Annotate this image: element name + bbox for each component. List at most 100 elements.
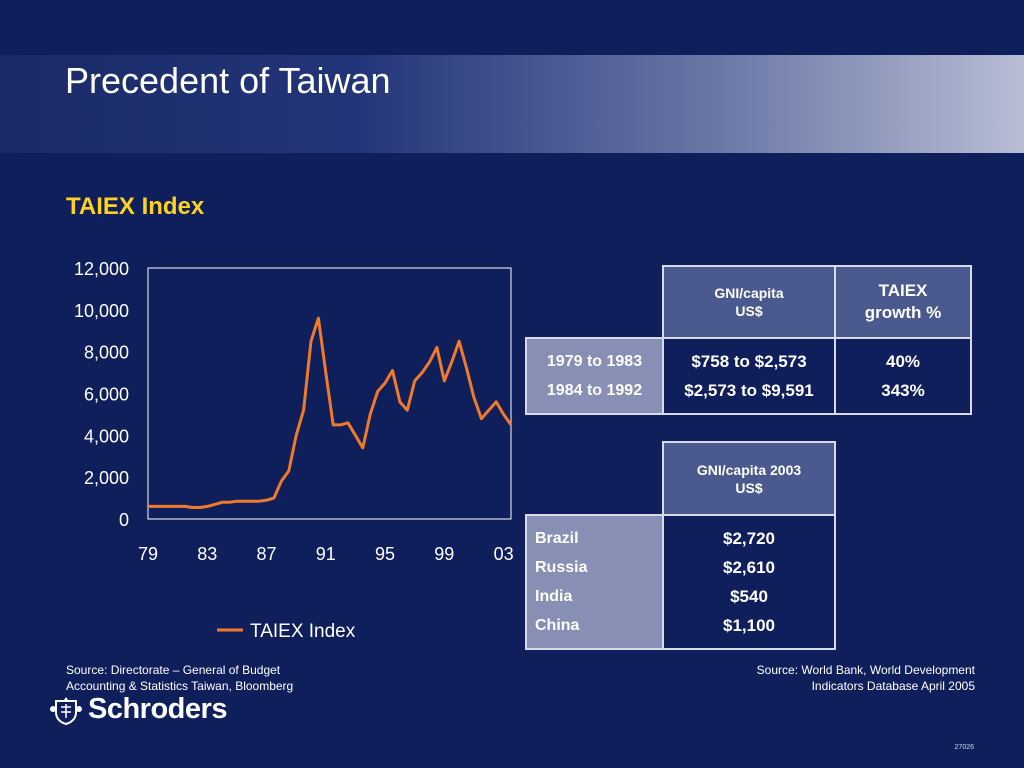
data-point xyxy=(376,390,379,393)
x-tick-label: 99 xyxy=(434,544,454,564)
data-point xyxy=(428,360,431,364)
gni-header-line1: GNI/capita xyxy=(714,285,784,301)
data-point xyxy=(509,423,513,427)
y-tick-label: 4,000 xyxy=(84,426,129,446)
gni-2003-header-line2: US$ xyxy=(735,479,763,496)
data-point xyxy=(235,500,239,503)
gni-value: $2,573 to $9,591 xyxy=(684,381,814,400)
gni-growth-table: GNI/capita US$ TAIEX growth % 1979 to 19… xyxy=(525,265,972,415)
data-point xyxy=(354,434,357,437)
data-point xyxy=(346,421,350,424)
country-gni-value: $2,720 xyxy=(723,529,775,548)
country-column: Brazil Russia India China xyxy=(525,514,664,650)
period-label: 1984 to 1992 xyxy=(546,382,643,399)
data-point xyxy=(443,379,446,383)
y-tick-label: 10,000 xyxy=(74,301,129,321)
x-tick-label: 03 xyxy=(494,544,514,564)
country-value-column: $2,720 $2,610 $540 $1,100 xyxy=(662,514,836,650)
data-point xyxy=(324,371,327,374)
y-tick-label: 2,000 xyxy=(84,468,129,488)
data-point xyxy=(480,417,483,420)
data-point xyxy=(339,423,342,427)
taiex-header-line1: TAIEX xyxy=(878,281,928,300)
data-point xyxy=(435,346,439,349)
x-tick-label: 95 xyxy=(375,544,395,564)
source-note-left: Source: Directorate – General of Budget … xyxy=(66,662,293,694)
source-right-line1: Source: World Bank, World Development xyxy=(756,663,975,677)
data-point xyxy=(295,434,298,437)
data-point xyxy=(280,480,283,483)
y-tick-label: 0 xyxy=(119,510,129,530)
data-point xyxy=(146,505,150,508)
crest-icon xyxy=(50,696,82,725)
gni-header-line2: US$ xyxy=(735,303,763,319)
plot-frame xyxy=(147,267,512,520)
chart-subtitle: TAIEX Index xyxy=(66,193,205,220)
empty-header-cell xyxy=(526,266,663,338)
period-column: 1979 to 1983 1984 to 1992 xyxy=(525,337,664,415)
data-point xyxy=(413,379,416,383)
taiex-growth-header: TAIEX growth % xyxy=(834,265,972,339)
data-point xyxy=(398,400,402,404)
data-point xyxy=(406,409,409,412)
logo-wordmark: Schroders xyxy=(88,693,227,725)
series-line xyxy=(148,316,513,509)
data-point xyxy=(369,413,372,416)
data-point xyxy=(272,496,276,500)
data-point xyxy=(465,367,468,370)
y-tick-label: 6,000 xyxy=(84,385,129,405)
data-point xyxy=(265,499,268,502)
country-label: China xyxy=(535,617,580,634)
data-point xyxy=(220,501,224,504)
data-point xyxy=(213,503,216,506)
data-point xyxy=(502,413,505,416)
data-point xyxy=(198,506,202,509)
data-point xyxy=(317,317,320,320)
gni-column: $758 to $2,573 $2,573 to $9,591 xyxy=(662,337,836,415)
data-point xyxy=(309,340,313,343)
data-point xyxy=(206,505,209,508)
x-tick-label: 79 xyxy=(138,544,158,564)
y-tick-label: 12,000 xyxy=(74,259,129,279)
taiex-line-chart: 0 2,000 4,000 6,000 8,000 10,000 12,000 79 83 87 9… xyxy=(74,259,514,642)
data-point xyxy=(169,505,172,508)
country-gni-value: $540 xyxy=(730,587,768,606)
data-point xyxy=(183,505,187,508)
data-point xyxy=(176,505,179,508)
slide-code: 27026 xyxy=(954,744,974,751)
data-point xyxy=(383,381,387,385)
data-point xyxy=(191,506,194,509)
data-point xyxy=(332,423,335,427)
legend-label: TAIEX Index xyxy=(250,621,356,642)
country-label: India xyxy=(535,588,573,605)
period-label: 1979 to 1983 xyxy=(546,353,643,370)
taiex-header-line2: growth % xyxy=(864,303,942,322)
data-point xyxy=(450,360,453,364)
data-point xyxy=(228,501,231,504)
source-left-line1: Source: Directorate – General of Budget xyxy=(66,663,281,677)
data-point xyxy=(154,505,157,508)
schroders-logo: Schroders xyxy=(50,693,227,726)
country-gni-value: $1,100 xyxy=(723,616,775,635)
data-point xyxy=(420,371,424,374)
data-point xyxy=(161,505,164,508)
source-note-right: Source: World Bank, World Development In… xyxy=(757,662,975,694)
source-right-line2: Indicators Database April 2005 xyxy=(811,679,975,693)
country-gni-value: $2,610 xyxy=(723,558,775,577)
country-label: Russia xyxy=(535,559,588,576)
data-point xyxy=(287,469,290,473)
y-tick-label: 8,000 xyxy=(84,343,129,363)
growth-value: 343% xyxy=(881,381,925,400)
data-point xyxy=(472,396,476,399)
data-point xyxy=(457,340,461,343)
gni-value: $758 to $2,573 xyxy=(691,352,807,371)
growth-column: 40% 343% xyxy=(834,337,972,415)
x-tick-label: 83 xyxy=(197,544,217,564)
data-point xyxy=(391,369,394,372)
country-label: Brazil xyxy=(535,530,579,547)
data-point xyxy=(257,500,261,503)
data-point xyxy=(243,500,246,503)
data-point xyxy=(495,400,498,404)
title-band xyxy=(0,55,1024,153)
data-point xyxy=(487,409,490,412)
